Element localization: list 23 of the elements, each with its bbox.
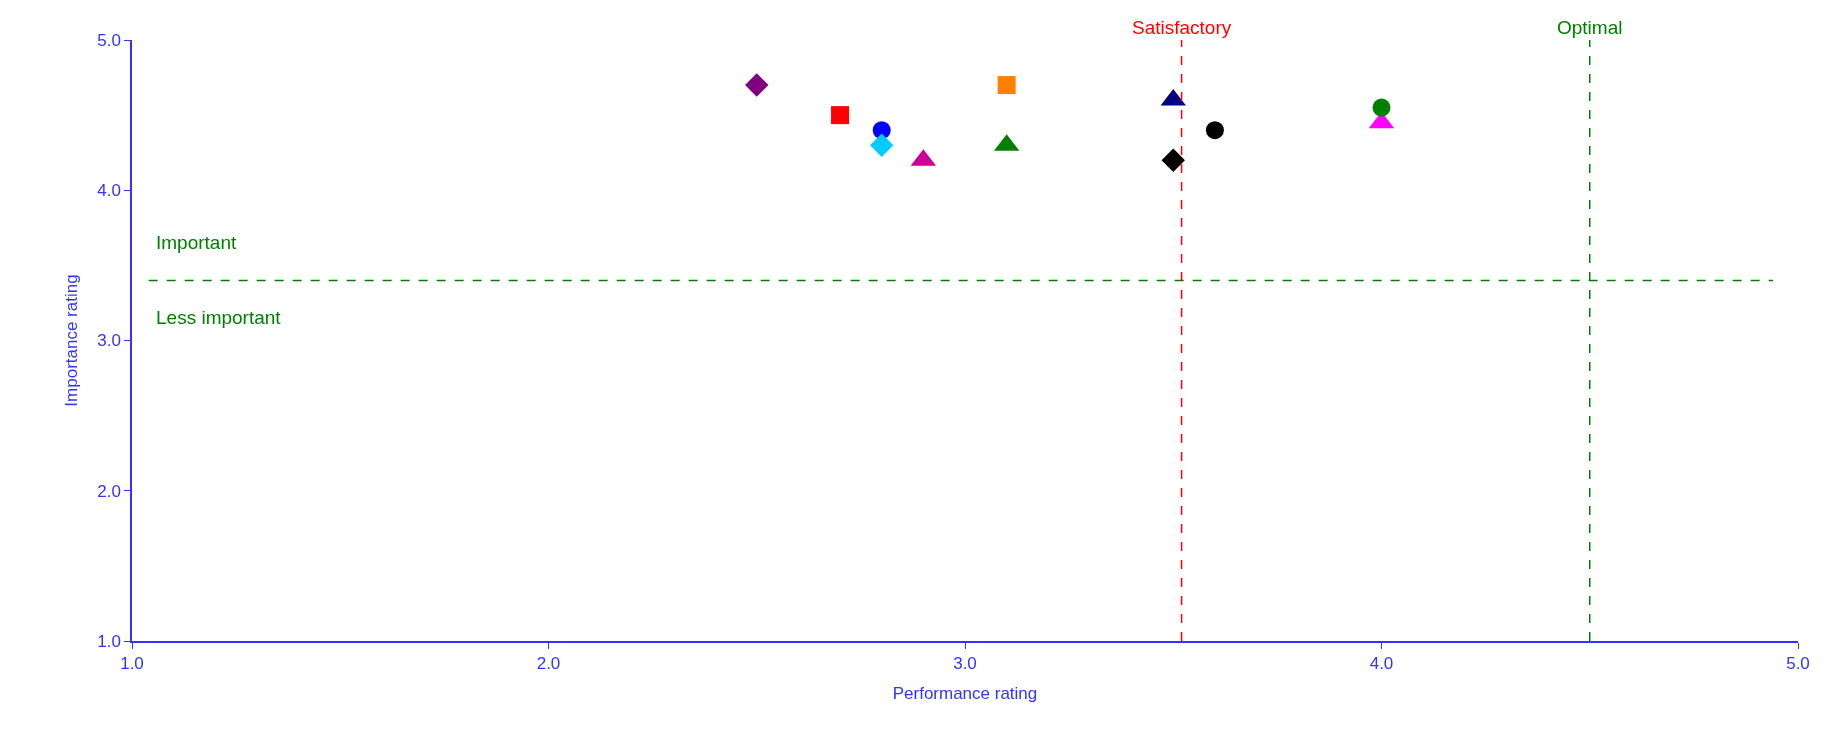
point bbox=[831, 106, 850, 125]
y-tick-label: 3.0 bbox=[97, 331, 121, 351]
y-tick-label: 1.0 bbox=[97, 631, 121, 651]
point bbox=[745, 73, 769, 97]
point bbox=[870, 133, 894, 157]
point bbox=[997, 76, 1016, 95]
x-axis-title: Performance rating bbox=[892, 684, 1038, 704]
y-axis-title: Importance rating bbox=[62, 274, 82, 407]
x-tick-label: 4.0 bbox=[1369, 654, 1394, 674]
annotation: Important bbox=[156, 232, 237, 253]
y-tick-label: 5.0 bbox=[97, 30, 121, 50]
y-tick-label: 2.0 bbox=[97, 481, 121, 501]
point bbox=[1372, 98, 1391, 117]
x-tick-label: 1.0 bbox=[120, 654, 144, 674]
ref-line-label: Optimal bbox=[1557, 17, 1623, 38]
point bbox=[1161, 148, 1185, 172]
x-tick-label: 5.0 bbox=[1786, 654, 1810, 674]
x-tick-label: 2.0 bbox=[536, 654, 561, 674]
annotation: Less important bbox=[156, 307, 282, 328]
ref-line-label: Satisfactory bbox=[1132, 17, 1232, 38]
x-tick-label: 3.0 bbox=[953, 654, 977, 674]
point bbox=[1205, 121, 1224, 140]
y-tick-label: 4.0 bbox=[97, 181, 121, 201]
